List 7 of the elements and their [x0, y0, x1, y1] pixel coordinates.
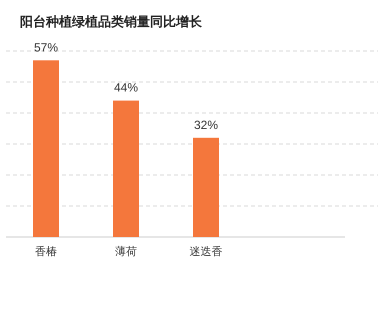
x-tick-label: 薄荷 [115, 245, 137, 258]
data-label: 32% [194, 118, 218, 132]
chart-title: 阳台种植绿植品类销量同比增长 [20, 14, 203, 29]
data-label: 44% [114, 80, 138, 95]
x-tick-label: 香椿 [35, 245, 57, 258]
x-tick-label: 迷迭香 [190, 245, 222, 258]
data-label: 57% [34, 40, 58, 54]
